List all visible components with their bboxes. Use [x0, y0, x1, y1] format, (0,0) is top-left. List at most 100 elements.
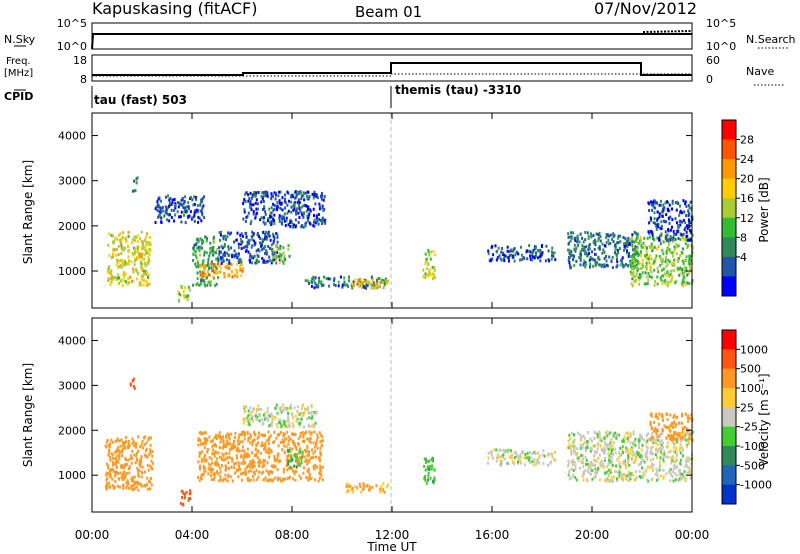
velocity-cell [279, 406, 282, 410]
velocity-cell [130, 477, 133, 481]
velocity-cell [126, 479, 129, 483]
power-cell [684, 202, 687, 206]
velocity-cell [294, 478, 297, 482]
velocity-cell [625, 449, 628, 453]
velocity-cell [510, 456, 513, 460]
velocity-cell [533, 457, 536, 461]
velocity-colorbar-swatch [722, 388, 736, 408]
power-cell [140, 240, 143, 244]
velocity-cell [291, 458, 294, 462]
power-cell [293, 204, 296, 208]
velocity-cell [591, 439, 594, 443]
velocity-cell [636, 451, 639, 455]
velocity-cell [499, 454, 502, 458]
velocity-cell [629, 435, 632, 439]
velocity-cell [107, 466, 110, 470]
velocity-cell [204, 440, 207, 444]
power-cell [275, 232, 278, 236]
power-cell [514, 253, 517, 257]
power-cell [132, 189, 135, 193]
velocity-cell [574, 452, 577, 456]
velocity-cell [124, 456, 127, 460]
power-cell [680, 283, 683, 287]
power-cell [503, 257, 506, 261]
velocity-cell [584, 462, 587, 466]
velocity-cell [289, 403, 292, 407]
velocity-cell [121, 453, 124, 457]
power-cell [127, 262, 130, 266]
power-cell [383, 283, 386, 287]
velocity-cell [633, 440, 636, 444]
power-cell [599, 239, 602, 243]
velocity-cell [383, 490, 386, 494]
power-cell [223, 275, 226, 279]
power-cell [135, 277, 138, 281]
power-cell [237, 259, 240, 263]
power-cell [221, 246, 224, 250]
power-cell [654, 222, 657, 226]
power-cell [685, 235, 688, 239]
power-cell [186, 209, 189, 213]
velocity-cell [656, 450, 659, 454]
velocity-cell [646, 456, 649, 460]
velocity-cell [258, 419, 261, 423]
velocity-cell [241, 471, 244, 475]
velocity-cell [299, 431, 302, 435]
power-cell [597, 255, 600, 259]
power-cell [551, 253, 554, 257]
power-cell [117, 259, 120, 263]
power-cell [304, 191, 307, 195]
velocity-cell [257, 475, 260, 479]
velocity-cell [198, 466, 201, 470]
velocity-cell [682, 448, 685, 452]
power-cell [141, 252, 144, 256]
power-cell [252, 256, 255, 260]
velocity-cell [655, 467, 658, 471]
velocity-cell [267, 430, 270, 434]
power-cell [119, 279, 122, 283]
velocity-cell [497, 456, 500, 460]
velocity-cell [110, 438, 113, 442]
velocity-cell [266, 406, 269, 410]
velocity-cell [526, 451, 529, 455]
velocity-cell [222, 454, 225, 458]
velocity-cell [306, 462, 309, 466]
power-cell [636, 232, 639, 236]
power-cell [642, 246, 645, 250]
power-cell [333, 282, 336, 286]
velocity-cell [224, 464, 227, 468]
power-cell [197, 215, 200, 219]
velocity-cell [124, 476, 127, 480]
power-cell [255, 207, 258, 211]
velocity-cell [314, 412, 317, 416]
velocity-cell [111, 467, 114, 471]
power-cell [228, 232, 231, 236]
velocity-cell [297, 442, 300, 446]
power-cell [143, 253, 146, 257]
power-cell [384, 280, 387, 284]
velocity-cell [284, 420, 287, 424]
power-cell [637, 253, 640, 257]
velocity-cell [282, 444, 285, 448]
power-cell [185, 295, 188, 299]
velocity-cell [632, 461, 635, 465]
velocity-cell [600, 459, 603, 463]
velocity-colorbar-swatch [722, 330, 736, 350]
power-cell [218, 246, 221, 250]
velocity-cell [296, 462, 299, 466]
velocity-cell [321, 439, 324, 443]
cpid-right-text: themis (tau) -3310 [395, 83, 521, 97]
velocity-cell [587, 470, 590, 474]
power-cell [112, 247, 115, 251]
velocity-cell [282, 422, 285, 426]
velocity-cell [598, 478, 601, 482]
power-cell [687, 212, 690, 216]
velocity-cell [107, 483, 110, 487]
velocity-cell [118, 451, 121, 455]
velocity-cell [249, 465, 252, 469]
velocity-cell [621, 449, 624, 453]
velocity-cell [300, 411, 303, 415]
power-cell [120, 258, 123, 262]
velocity-cell [281, 440, 284, 444]
velocity-cell [149, 436, 152, 440]
